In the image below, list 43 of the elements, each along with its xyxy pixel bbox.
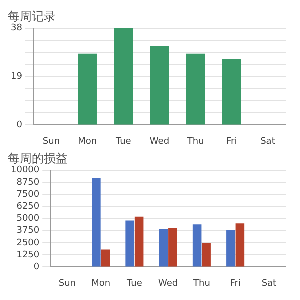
x-tick-label: Fri: [230, 278, 241, 289]
x-tick-label: Wed: [150, 136, 170, 147]
y-tick-label: 19: [11, 72, 23, 82]
y-tick-label: 0: [34, 262, 40, 273]
bar: [114, 28, 134, 125]
chart-title: 每周的损益: [8, 151, 68, 166]
bar: [192, 224, 202, 267]
bar: [150, 46, 170, 125]
x-tick-label: Mon: [92, 278, 111, 289]
bar: [168, 228, 178, 267]
y-tick-label: 1250: [16, 250, 40, 260]
x-tick-label: Mon: [78, 136, 98, 147]
x-tick-label: Thu: [186, 136, 204, 147]
bar: [159, 229, 168, 267]
bar: [101, 250, 110, 267]
bar: [78, 54, 97, 125]
y-tick-label: 8750: [16, 178, 40, 188]
x-tick-label: Sun: [58, 278, 76, 289]
x-tick-label: Wed: [158, 278, 178, 289]
y-tick-label: 38: [11, 24, 23, 34]
x-tick-label: Sat: [262, 278, 278, 289]
x-tick-label: Sat: [260, 136, 276, 147]
y-tick-label: 10000: [10, 166, 40, 176]
y-tick-label: 7500: [16, 190, 40, 200]
bar: [186, 54, 206, 125]
x-tick-label: Tue: [126, 278, 143, 289]
bar: [222, 58, 242, 125]
y-tick-label: 3750: [16, 226, 40, 236]
bar: [126, 220, 134, 267]
chart-title: 每周记录: [8, 9, 56, 24]
x-tick-label: Thu: [192, 278, 210, 289]
bar: [226, 230, 236, 267]
x-tick-label: Tue: [114, 136, 132, 147]
x-tick-label: Sun: [42, 136, 60, 147]
y-tick-label: 6250: [16, 202, 40, 212]
x-tick-label: Fri: [226, 136, 238, 147]
y-tick-label: 2500: [16, 238, 40, 248]
bar: [236, 224, 245, 267]
bar: [134, 216, 144, 267]
y-tick-label: 0: [16, 120, 23, 131]
y-tick-label: 5000: [16, 214, 40, 224]
bar: [92, 178, 101, 267]
bar: [202, 243, 211, 267]
